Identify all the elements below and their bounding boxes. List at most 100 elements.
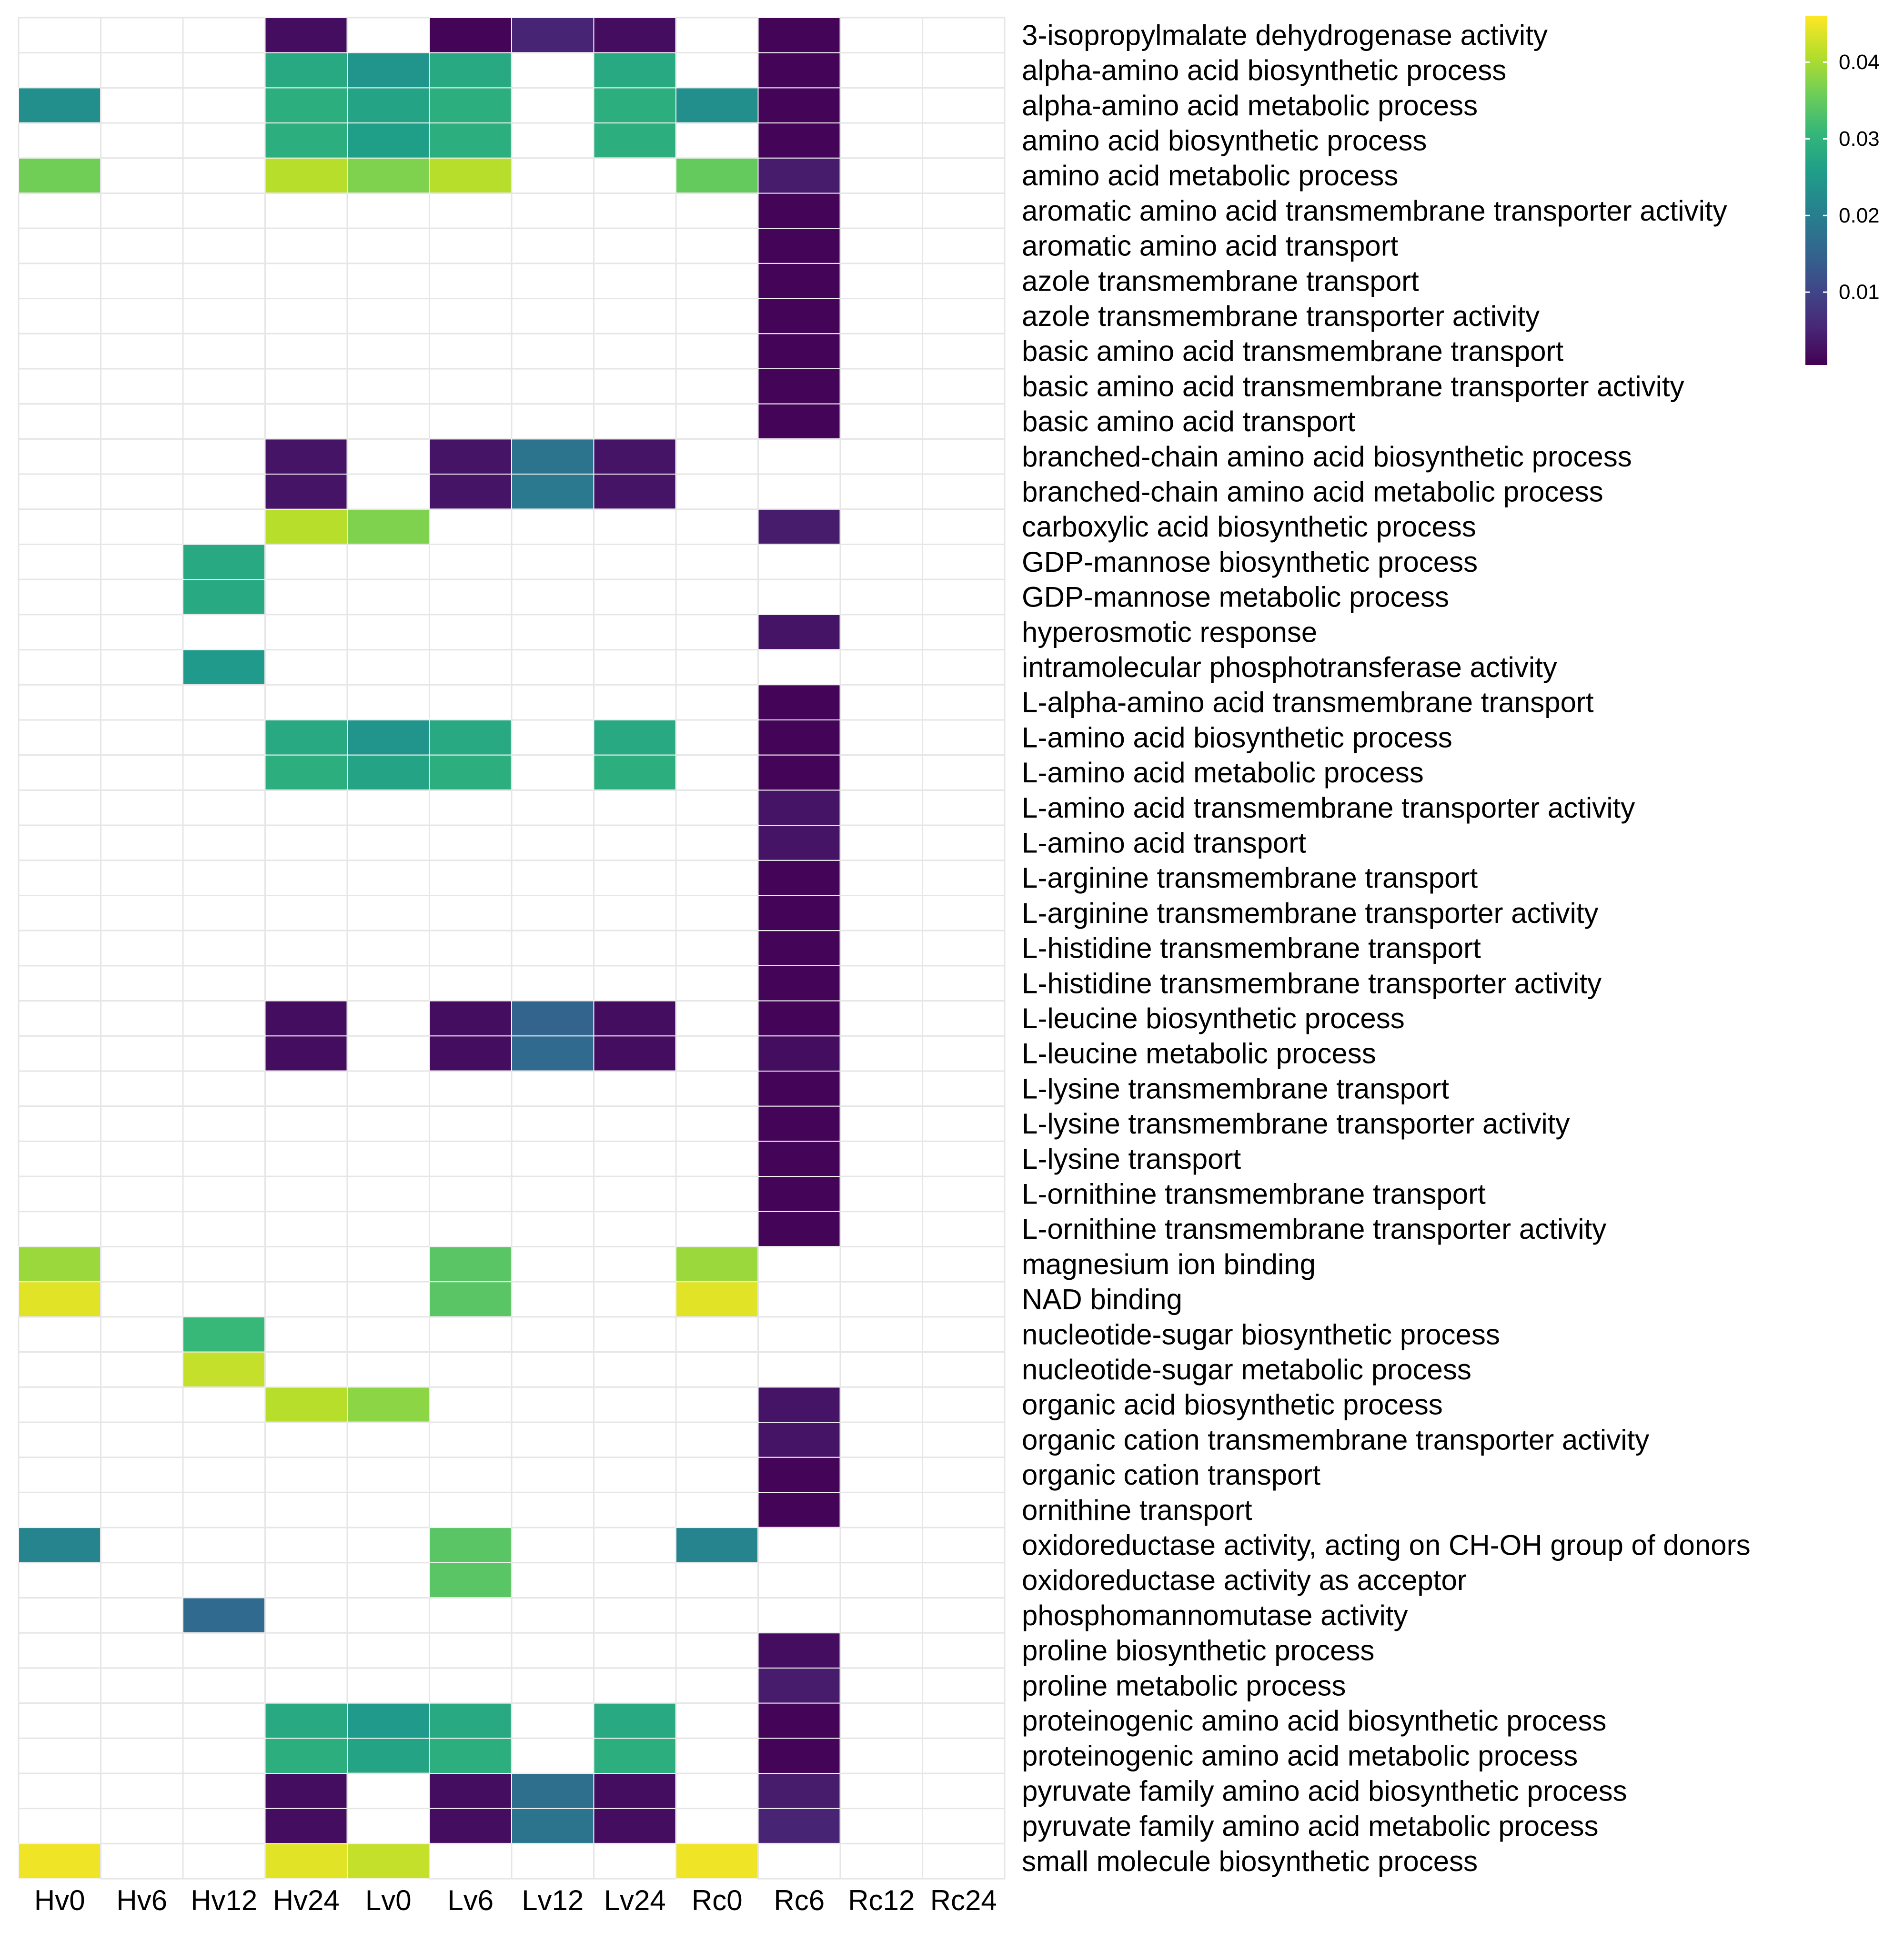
heatmap-cell xyxy=(593,1421,677,1458)
heatmap-cell xyxy=(182,87,266,124)
heatmap-cell xyxy=(593,965,677,1002)
heatmap-cell xyxy=(839,930,923,967)
heatmap-cell xyxy=(100,1457,184,1493)
heatmap-cell xyxy=(429,1175,513,1213)
heatmap-cell xyxy=(839,473,923,510)
heatmap-cell xyxy=(100,1491,184,1528)
heatmap-cell xyxy=(757,1562,841,1599)
heatmap-cell xyxy=(264,1457,348,1493)
heatmap-cell xyxy=(922,438,1006,475)
column-label: Hv0 xyxy=(34,1884,85,1916)
heatmap-cell xyxy=(182,649,266,686)
heatmap-cell xyxy=(346,333,430,370)
heatmap-cell xyxy=(757,1738,841,1774)
heatmap-cell xyxy=(922,1316,1006,1353)
heatmap-cell xyxy=(593,1070,677,1107)
heatmap-cell xyxy=(182,1211,266,1248)
heatmap-cell xyxy=(757,1351,841,1388)
heatmap-cell xyxy=(757,438,841,475)
heatmap-cell xyxy=(346,1491,430,1528)
heatmap-cell xyxy=(18,965,101,1002)
heatmap-cell xyxy=(757,719,841,756)
heatmap-cell xyxy=(264,1597,348,1634)
column-label: Lv24 xyxy=(604,1884,666,1916)
heatmap-cell xyxy=(429,965,513,1002)
heatmap-cell xyxy=(429,1562,512,1599)
heatmap-cell xyxy=(675,719,759,756)
heatmap-cell xyxy=(675,1772,759,1810)
heatmap-cell xyxy=(511,1527,594,1564)
row-label: L-amino acid metabolic process xyxy=(1022,757,1424,789)
heatmap-cell xyxy=(675,1000,759,1037)
heatmap-cell xyxy=(429,87,512,124)
heatmap-cell xyxy=(675,1843,759,1880)
row-label: branched-chain amino acid metabolic proc… xyxy=(1022,476,1603,507)
heatmap-cell xyxy=(429,1105,513,1142)
heatmap-cell xyxy=(511,614,594,651)
heatmap-cell xyxy=(757,1773,841,1809)
column-label: Lv0 xyxy=(365,1884,412,1916)
colorbar-gradient xyxy=(1805,16,1827,365)
heatmap-cell xyxy=(264,52,348,89)
heatmap-cell xyxy=(593,860,677,897)
column-label: Lv6 xyxy=(447,1884,494,1916)
heatmap-cell xyxy=(511,1421,594,1458)
heatmap-cell xyxy=(757,1281,841,1318)
heatmap-cell xyxy=(757,1071,841,1107)
heatmap-cell xyxy=(922,333,1006,370)
heatmap-cell xyxy=(182,1667,266,1704)
heatmap-cell xyxy=(182,965,266,1002)
heatmap-cell xyxy=(264,649,348,686)
heatmap-cell xyxy=(675,1105,759,1142)
heatmap-cell xyxy=(182,1070,266,1107)
heatmap-cell xyxy=(511,87,594,124)
heatmap-cell xyxy=(675,333,759,370)
heatmap-cell xyxy=(922,368,1006,405)
heatmap-cell xyxy=(922,263,1006,300)
heatmap-cell xyxy=(839,1140,923,1177)
heatmap-cell xyxy=(346,1211,430,1248)
row-label: proline metabolic process xyxy=(1022,1670,1346,1701)
row-label: L-leucine biosynthetic process xyxy=(1022,1002,1405,1034)
heatmap-cell xyxy=(922,1667,1006,1704)
heatmap-cell xyxy=(100,1562,184,1599)
heatmap-cell xyxy=(347,52,430,89)
heatmap-cell xyxy=(182,754,266,791)
heatmap-cell xyxy=(675,17,759,54)
heatmap-cell xyxy=(839,122,923,159)
heatmap-cell xyxy=(593,1491,677,1528)
heatmap-cell xyxy=(346,544,430,580)
heatmap-cell xyxy=(511,860,594,897)
heatmap-cell xyxy=(346,1772,430,1810)
heatmap-cell xyxy=(264,895,348,931)
heatmap-cell xyxy=(18,1035,101,1072)
heatmap-cell xyxy=(429,1702,512,1739)
heatmap-cell xyxy=(593,438,676,475)
heatmap-cell xyxy=(757,298,841,334)
heatmap-cell xyxy=(429,860,513,897)
heatmap-cell xyxy=(675,1386,759,1423)
heatmap-cell xyxy=(182,1035,266,1072)
heatmap-cell xyxy=(100,930,184,967)
heatmap-cell xyxy=(675,754,759,791)
heatmap-cell xyxy=(264,1035,348,1072)
heatmap-cell xyxy=(182,1562,266,1599)
heatmap-cell xyxy=(757,544,841,580)
heatmap-cell xyxy=(182,544,266,580)
heatmap-cell xyxy=(839,1562,923,1599)
heatmap-cell xyxy=(922,965,1006,1002)
heatmap-cell xyxy=(675,614,759,651)
heatmap-cell xyxy=(346,473,430,510)
heatmap-cell xyxy=(757,825,841,861)
heatmap-cell xyxy=(922,1597,1006,1634)
heatmap-cell xyxy=(922,192,1006,229)
heatmap-cell xyxy=(511,438,594,475)
heatmap-cell xyxy=(593,474,676,510)
heatmap-cell xyxy=(757,860,841,896)
heatmap-cell xyxy=(264,1105,348,1142)
heatmap-cell xyxy=(18,614,101,651)
heatmap-cell xyxy=(18,1000,101,1037)
heatmap-cell xyxy=(264,1000,348,1037)
heatmap-cell xyxy=(757,1035,841,1072)
heatmap-cell xyxy=(264,1808,348,1844)
